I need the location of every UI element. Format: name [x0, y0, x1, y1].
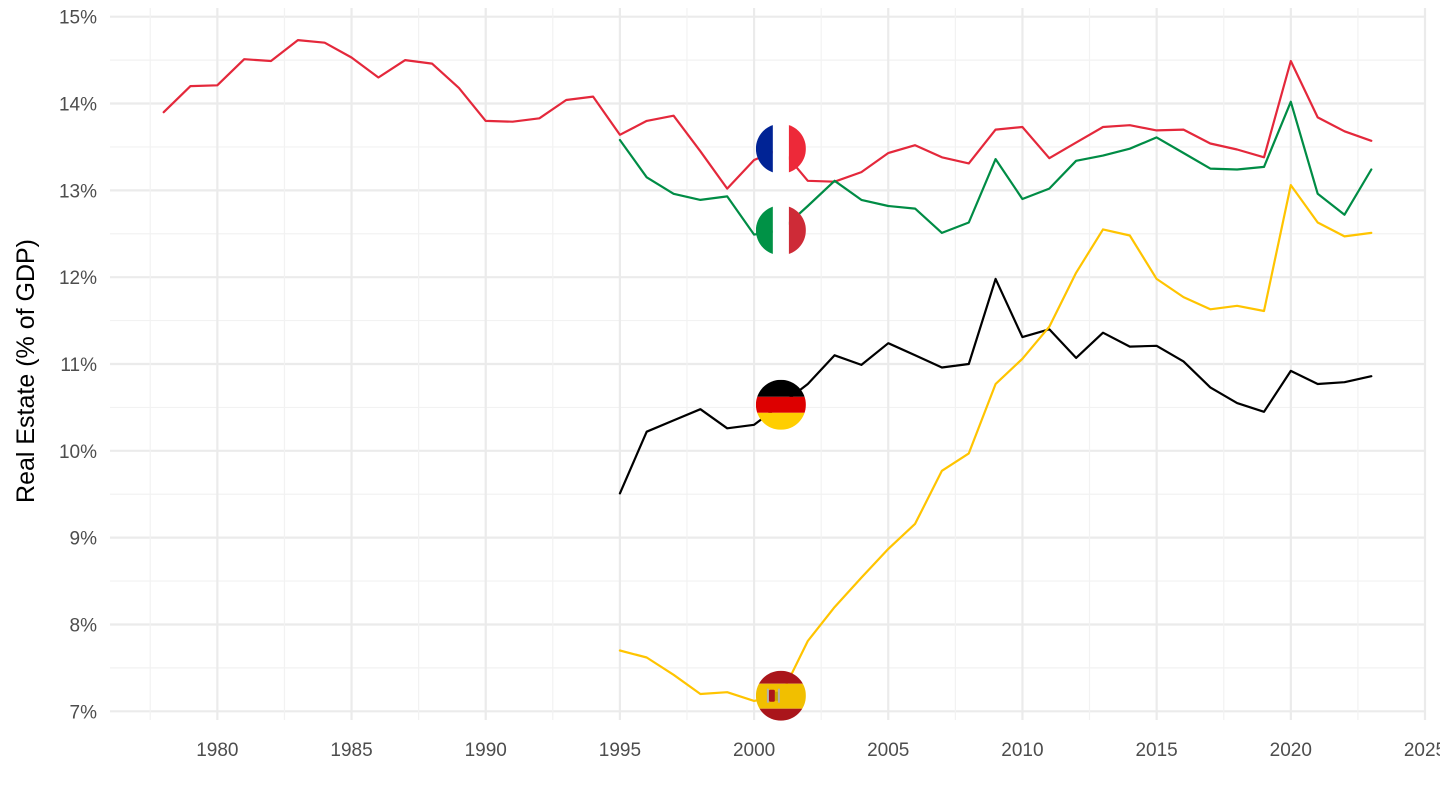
x-tick-label: 2020 [1270, 740, 1312, 761]
x-tick-label: 1990 [465, 740, 507, 761]
y-tick-label: 12% [59, 268, 97, 289]
y-tick-label: 8% [70, 615, 98, 636]
spain-flag-icon [755, 670, 806, 721]
x-tick-label: 1985 [330, 740, 372, 761]
germany-flag-icon [755, 379, 806, 430]
series-line [618, 277, 1373, 495]
france-flag-icon [755, 123, 806, 174]
x-tick-label: 1995 [599, 740, 641, 761]
x-tick-label: 2005 [867, 740, 909, 761]
y-tick-label: 10% [59, 442, 97, 463]
y-tick-label: 14% [59, 95, 97, 116]
y-tick-label: 11% [60, 355, 97, 376]
y-tick-label: 15% [59, 8, 97, 29]
x-tick-label: 1980 [196, 740, 238, 761]
x-tick-label: 2015 [1135, 740, 1177, 761]
series-line [618, 184, 1373, 702]
y-tick-label: 13% [59, 181, 97, 202]
y-tick-label: 7% [70, 702, 98, 723]
series-line [618, 100, 1373, 236]
x-axis-tick-labels: 1980 1985 1990 1995 2000 2005 2010 2015 2020 2025 [196, 740, 1440, 761]
y-axis-title: Real Estate (% of GDP) [12, 239, 40, 503]
series-flag-markers [755, 123, 806, 721]
x-tick-label: 2000 [733, 740, 775, 761]
y-tick-label: 9% [70, 529, 98, 550]
grid-lines [110, 8, 1427, 720]
italy-flag-icon [755, 205, 806, 256]
x-tick-label: 2025 [1404, 740, 1440, 761]
y-axis-tick-labels: 7% 8% 9% 10% 11% 12% 13% 14% 15% [59, 8, 97, 724]
x-tick-label: 2010 [1001, 740, 1043, 761]
